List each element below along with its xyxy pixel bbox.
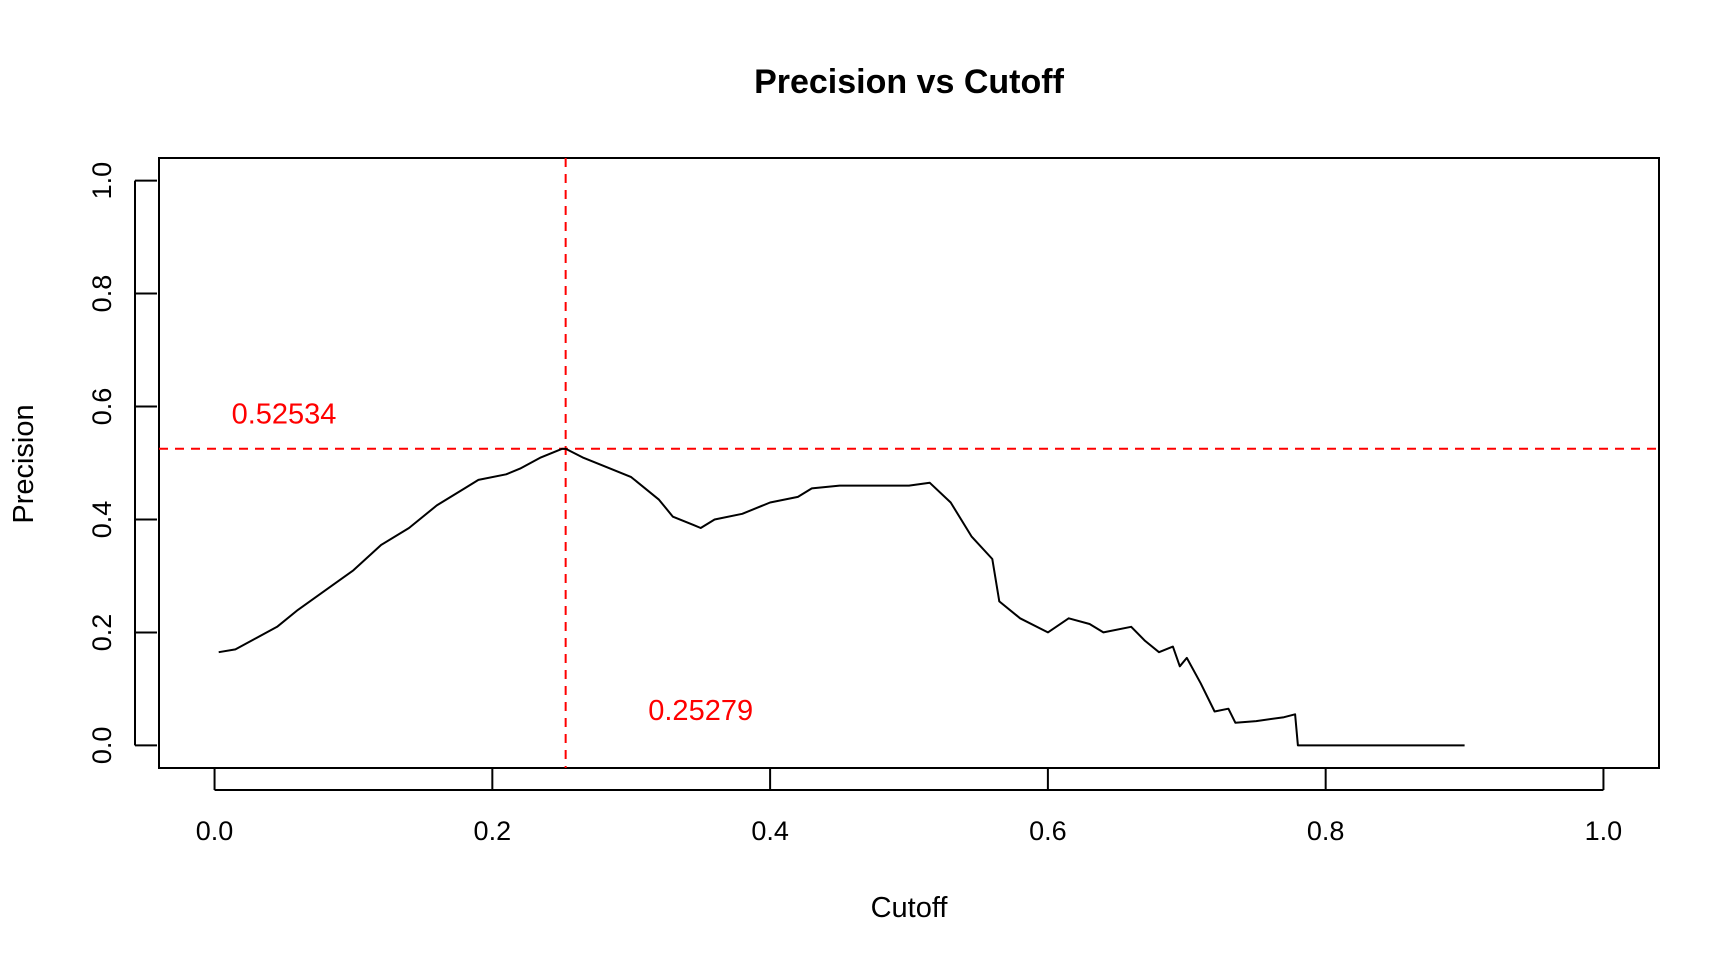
y-tick-label: 0.4 (87, 501, 117, 539)
y-axis-title: Precision (8, 404, 40, 523)
x-tick-label: 0.2 (474, 816, 512, 846)
x-tick-label: 1.0 (1585, 816, 1623, 846)
y-tick-label: 1.0 (87, 162, 117, 200)
annotation-label: 0.52534 (232, 398, 337, 430)
y-tick-label: 0.8 (87, 275, 117, 313)
plot-frame (158, 157, 1660, 769)
x-axis-title: Cutoff (871, 892, 949, 924)
chart-title: Precision vs Cutoff (754, 63, 1065, 101)
chart-marks: 0.0 0.2 0.4 0.6 0.8 1.0 0.0 0.2 0.4 0.6 0.8 1.0 0.52… (87, 158, 1659, 846)
x-tick-label: 0.6 (1029, 816, 1067, 846)
y-tick-label: 0.0 (87, 727, 117, 765)
y-tick-label: 0.6 (87, 388, 117, 426)
y-tick-label: 0.2 (87, 614, 117, 652)
precision-line (218, 447, 1465, 747)
x-tick-label: 0.0 (196, 816, 234, 846)
annotation-label: 0.25279 (648, 695, 753, 727)
x-tick-label: 0.8 (1307, 816, 1345, 846)
x-tick-label: 0.4 (751, 816, 789, 846)
